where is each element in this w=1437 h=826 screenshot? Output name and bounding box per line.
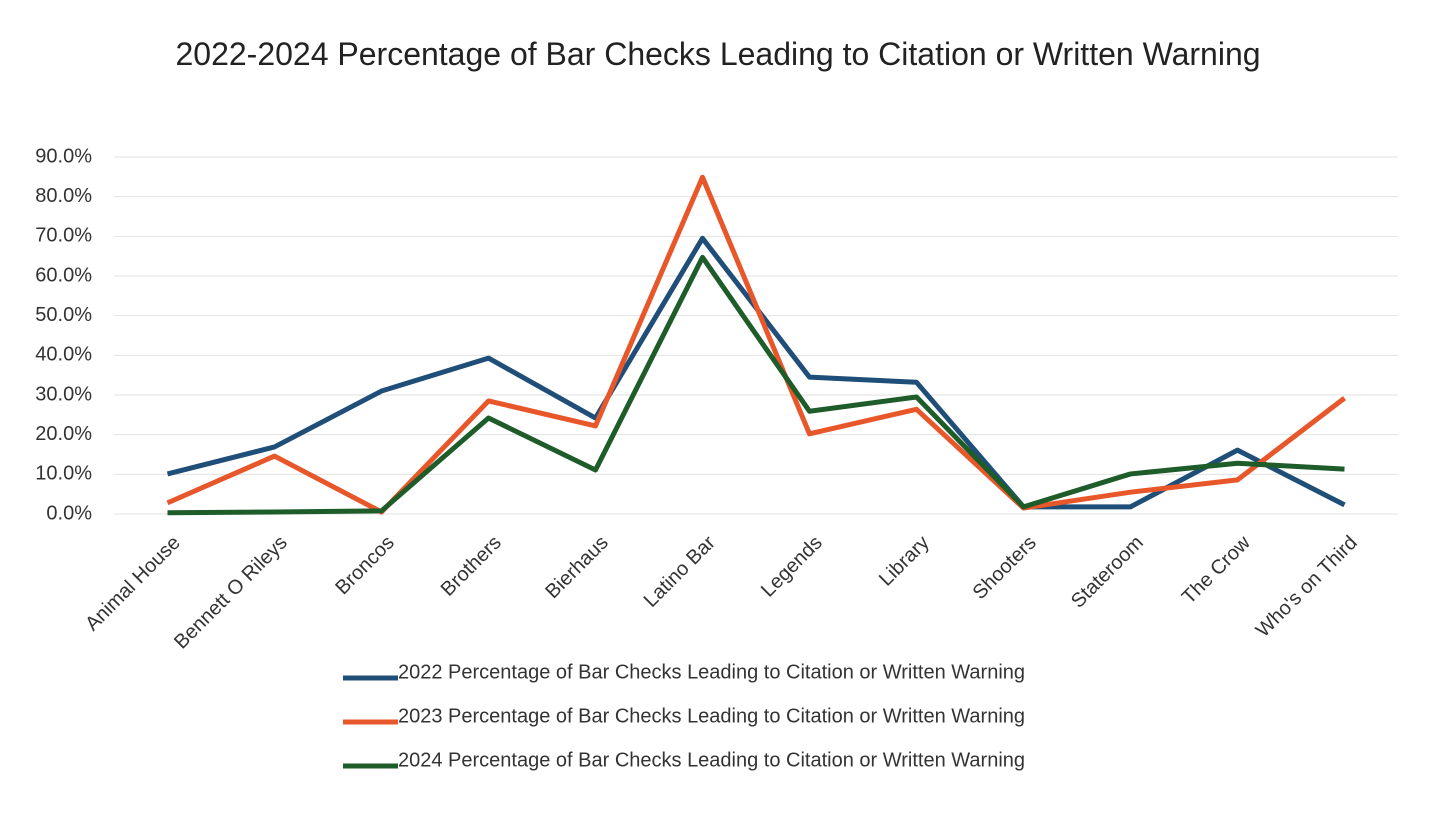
y-tick-label: 30.0%	[35, 383, 92, 405]
x-tick-label: Shooters	[969, 532, 1041, 604]
x-tick-label: Latino Bar	[640, 531, 720, 611]
legend-label: 2024 Percentage of Bar Checks Leading to…	[398, 749, 1025, 771]
x-tick-label: Library	[875, 532, 934, 591]
x-tick-label: Broncos	[331, 532, 398, 599]
y-tick-label: 90.0%	[35, 145, 92, 167]
legend-label: 2023 Percentage of Bar Checks Leading to…	[398, 705, 1025, 727]
x-tick-label: Animal House	[81, 532, 185, 636]
y-tick-label: 20.0%	[35, 423, 92, 445]
y-tick-label: 70.0%	[35, 225, 92, 247]
y-tick-label: 80.0%	[35, 185, 92, 207]
y-tick-label: 50.0%	[35, 304, 92, 326]
series-line	[166, 174, 1347, 515]
series-line	[167, 254, 1345, 516]
series-line	[166, 235, 1346, 510]
x-tick-label: Brothers	[437, 532, 506, 601]
y-tick-label: 10.0%	[35, 463, 92, 485]
x-tick-label: Stateroom	[1067, 532, 1148, 613]
x-tick-label: Bennett O Rileys	[170, 532, 292, 654]
y-tick-label: 0.0%	[46, 502, 92, 524]
x-tick-label: The Crow	[1178, 531, 1255, 608]
x-tick-label: Who's on Third	[1252, 532, 1362, 642]
legend-label: 2022 Percentage of Bar Checks Leading to…	[398, 661, 1025, 683]
x-tick-label: Bierhaus	[541, 532, 612, 603]
y-tick-label: 60.0%	[35, 264, 92, 286]
x-tick-label: Legends	[757, 532, 827, 602]
chart-title: 2022-2024 Percentage of Bar Checks Leadi…	[175, 36, 1261, 72]
y-tick-label: 40.0%	[35, 344, 92, 366]
